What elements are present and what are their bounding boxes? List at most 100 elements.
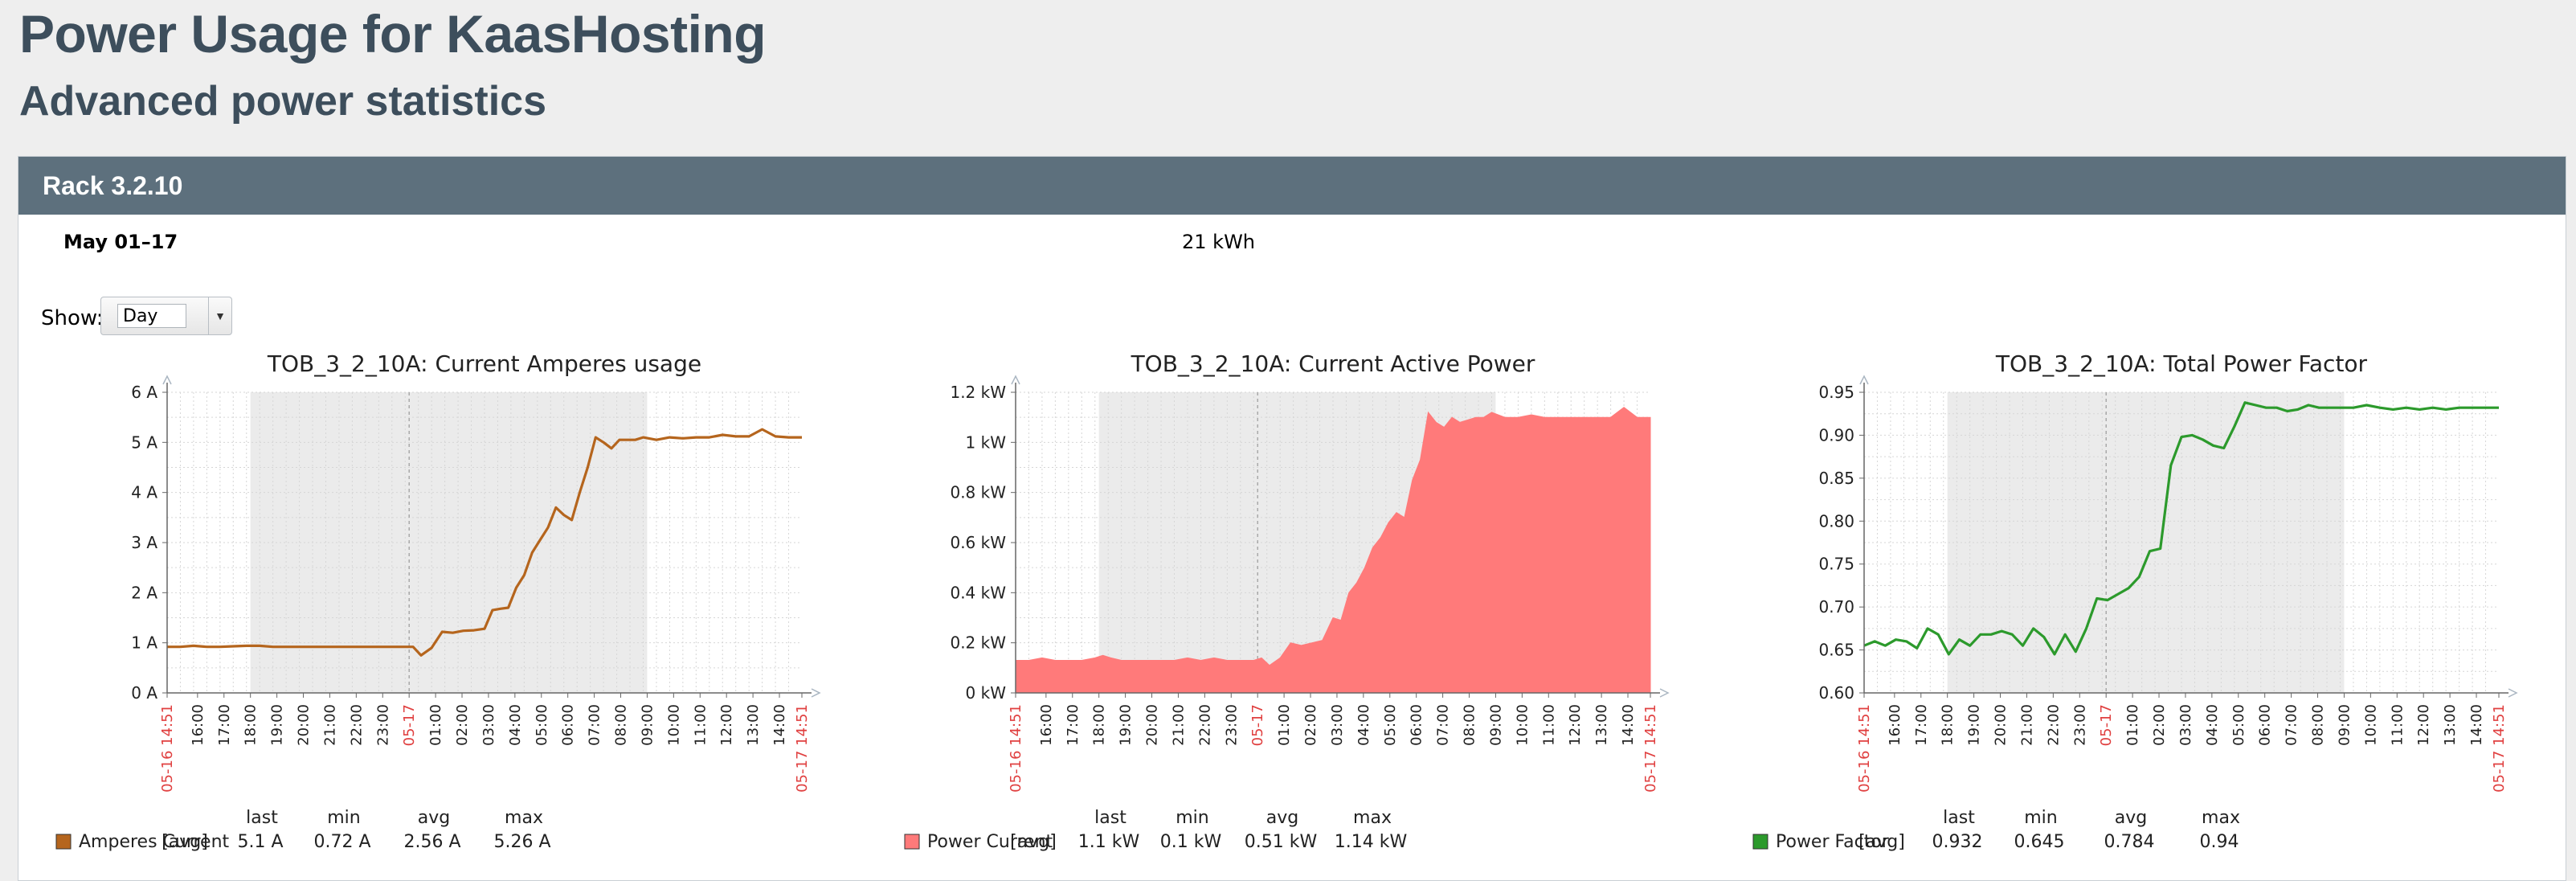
- chart-title: TOB_3_2_10A: Current Active Power: [1131, 350, 1535, 377]
- legend-swatch: [1752, 834, 1768, 850]
- y-tick-label: 1.2 kW: [950, 383, 1006, 402]
- show-period-value[interactable]: Day: [117, 304, 186, 328]
- legend-header: min: [2024, 808, 2058, 828]
- x-tick-label: 03:00: [1329, 704, 1346, 746]
- x-tick-label: 10:00: [2362, 704, 2379, 746]
- legend-value: 5.1 A: [237, 832, 283, 852]
- y-tick-label: 0.95: [1818, 383, 1854, 402]
- legend-label: Amperes Current: [79, 832, 230, 852]
- energy-total: 21 kWh: [1182, 231, 1256, 253]
- legend-agg: [avg]: [1010, 832, 1057, 852]
- chart-title: TOB_3_2_10A: Current Amperes usage: [267, 350, 701, 377]
- x-tick-label: 23:00: [374, 704, 391, 746]
- x-tick-label: 04:00: [2204, 704, 2221, 746]
- x-tick-label: 02:00: [454, 704, 471, 746]
- legend-swatch: [55, 834, 72, 850]
- chart-svg: TOB_3_2_10A: Current Active Power 0 kW 0.2…: [904, 350, 1670, 852]
- chart-title: TOB_3_2_10A: Total Power Factor: [1995, 350, 2368, 377]
- x-tick-label: 18:00: [1091, 704, 1108, 746]
- x-tick-label: 13:00: [2442, 704, 2459, 746]
- legend-value: 2.56 A: [403, 832, 460, 852]
- y-tick-label: 0.6 kW: [950, 533, 1006, 552]
- x-tick-label: 18:00: [1940, 704, 1957, 746]
- legend-value: 0.784: [2104, 832, 2155, 852]
- legend-agg: [avg]: [1858, 832, 1905, 852]
- y-tick-label: 0.65: [1818, 641, 1854, 660]
- x-tick-label: 08:00: [1462, 704, 1478, 746]
- x-tick-label: 06:00: [2257, 704, 2274, 746]
- y-tick-label: 0.4 kW: [950, 583, 1006, 602]
- y-axis-arrow-icon: [1859, 375, 1869, 385]
- series-line: [167, 428, 802, 657]
- y-tick-label: 0 kW: [966, 683, 1007, 703]
- x-tick-label: 14:00: [771, 704, 788, 746]
- x-tick-label: 04:00: [1355, 704, 1372, 746]
- x-tick-label: 08:00: [2310, 704, 2327, 746]
- legend-value: 0.72 A: [313, 832, 370, 852]
- series-area: [1015, 407, 1651, 694]
- y-tick-label: 4 A: [131, 483, 157, 502]
- x-tick-label: 22:00: [1196, 704, 1213, 746]
- page-title: Power Usage for KaasHosting: [19, 4, 767, 64]
- y-tick-label: 0 A: [131, 683, 157, 703]
- chart-svg: TOB_3_2_10A: Total Power Factor 0.60 0.65 0…: [1752, 350, 2518, 852]
- x-tick-label: 07:00: [1435, 704, 1452, 746]
- x-tick-label: 07:00: [587, 704, 603, 746]
- x-tick-label: 18:00: [243, 704, 260, 746]
- legend-header: avg: [2115, 808, 2147, 828]
- x-tick-label: 11:00: [1540, 704, 1557, 746]
- x-tick-label: 09:00: [1487, 704, 1504, 746]
- y-tick-label: 6 A: [131, 383, 157, 402]
- x-tick-label: 02:00: [1302, 704, 1319, 746]
- x-tick-label: 23:00: [2071, 704, 2088, 746]
- x-tick-label: 07:00: [2284, 704, 2300, 746]
- x-tick-label: 09:00: [639, 704, 656, 746]
- y-tick-label: 5 A: [131, 432, 157, 452]
- x-tick-label: 20:00: [1144, 704, 1161, 746]
- period-label: May 01–17: [63, 231, 178, 253]
- x-tick-label: 05:00: [534, 704, 550, 746]
- x-tick-label: 05-17: [401, 704, 418, 746]
- x-tick-label: 14:00: [2468, 704, 2485, 746]
- x-axis-arrow-icon: [811, 688, 821, 698]
- x-tick-label: 12:00: [2415, 704, 2432, 746]
- legend-header: last: [1094, 808, 1126, 828]
- y-tick-label: 3 A: [131, 533, 157, 552]
- legend-value: 0.1 kW: [1160, 832, 1222, 852]
- panel-header: Rack 3.2.10: [18, 157, 2566, 215]
- legend-swatch: [904, 834, 920, 850]
- legend-value: 0.94: [2200, 832, 2239, 852]
- show-period-select[interactable]: Day ▼: [100, 297, 232, 335]
- x-tick-label: 05-16 14:51: [159, 704, 176, 793]
- x-tick-label: 17:00: [1913, 704, 1930, 746]
- legend-label: Power Factor: [1776, 832, 1890, 852]
- x-tick-label: 10:00: [665, 704, 682, 746]
- x-tick-label: 06:00: [560, 704, 577, 746]
- x-tick-label: 12:00: [1567, 704, 1584, 746]
- x-tick-label: 11:00: [2389, 704, 2406, 746]
- y-tick-label: 0.2 kW: [950, 633, 1006, 653]
- chevron-down-icon[interactable]: ▼: [208, 297, 231, 334]
- y-tick-label: 0.70: [1818, 597, 1854, 617]
- x-tick-label: 05-17: [2098, 704, 2115, 746]
- legend-header: min: [327, 808, 361, 828]
- x-tick-label: 19:00: [1118, 704, 1135, 746]
- chart-amperes: TOB_3_2_10A: Current Amperes usage 0 A 1 A…: [55, 344, 900, 858]
- x-tick-label: 05-17 14:51: [794, 704, 811, 793]
- x-tick-label: 08:00: [613, 704, 630, 746]
- legend-header: min: [1176, 808, 1209, 828]
- y-axis-arrow-icon: [1011, 375, 1020, 385]
- legend-value: 5.26 A: [493, 832, 550, 852]
- x-tick-label: 21:00: [1170, 704, 1187, 746]
- x-tick-label: 03:00: [2177, 704, 2194, 746]
- x-tick-label: 20:00: [296, 704, 313, 746]
- x-tick-label: 23:00: [1223, 704, 1240, 746]
- legend-value: 0.932: [1932, 832, 1983, 852]
- x-tick-label: 22:00: [2045, 704, 2062, 746]
- y-tick-label: 0.60: [1818, 683, 1854, 703]
- x-tick-label: 01:00: [2124, 704, 2141, 746]
- x-tick-label: 05:00: [2230, 704, 2247, 746]
- x-tick-label: 09:00: [2336, 704, 2353, 746]
- x-tick-label: 22:00: [348, 704, 365, 746]
- chart-active-power: TOB_3_2_10A: Current Active Power 0 kW 0.2…: [904, 344, 1748, 858]
